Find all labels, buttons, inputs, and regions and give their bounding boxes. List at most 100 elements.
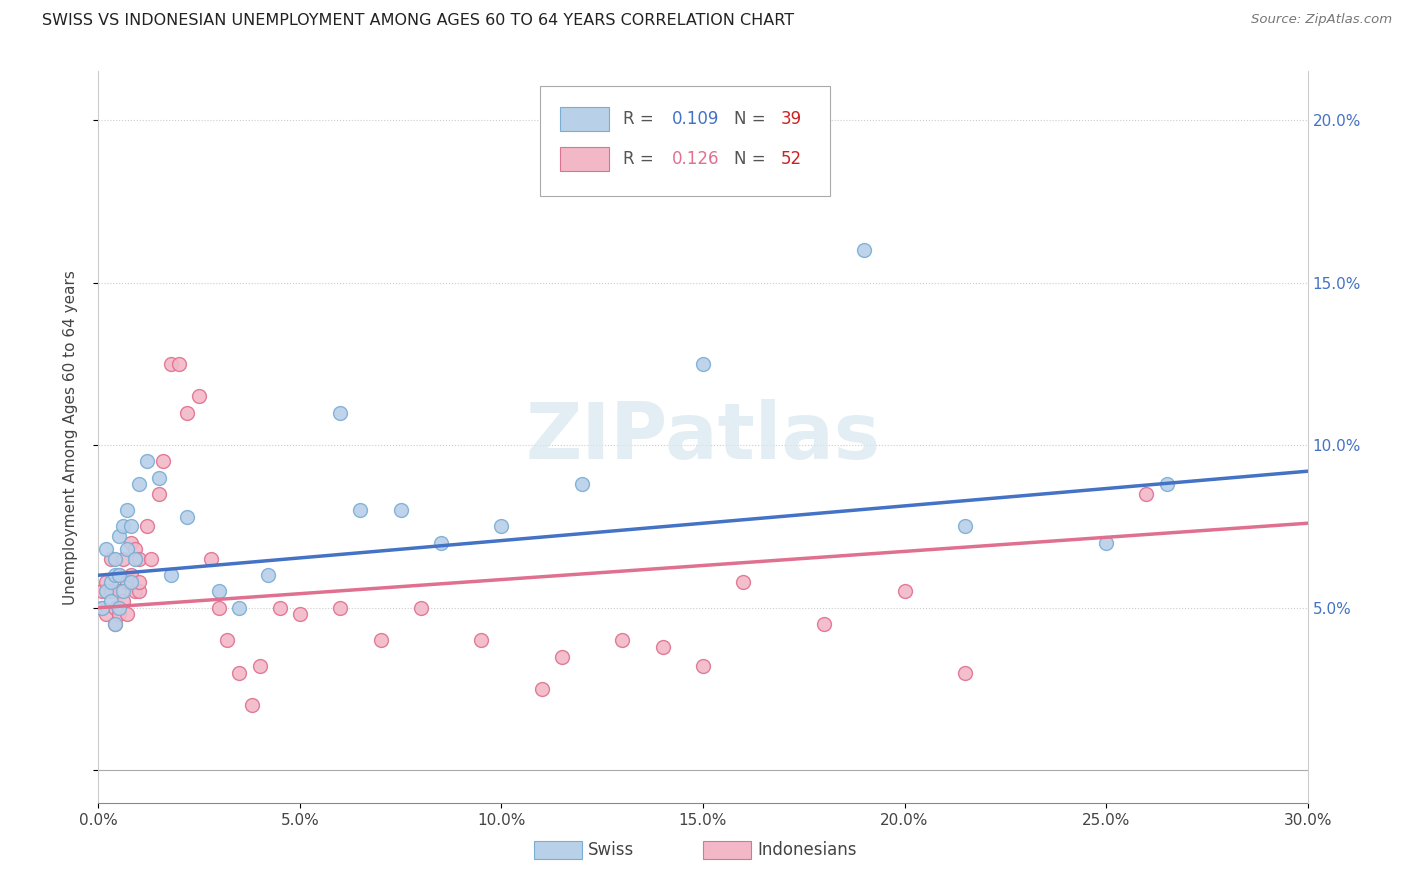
Point (160, 357, 183, 371)
Text: 0.109: 0.109 (672, 110, 718, 128)
Point (107, 568, 129, 582)
Point (793, 145, 815, 160)
Point (96, 542, 118, 557)
Point (111, 519, 134, 533)
Point (228, 600, 250, 615)
Point (152, 454, 174, 468)
Point (692, 659, 714, 673)
Point (269, 600, 291, 615)
Point (103, 600, 125, 615)
Point (120, 568, 142, 582)
Point (772, 161, 794, 176)
Point (409, 600, 432, 615)
Text: R =: R = (623, 110, 659, 128)
Text: Swiss: Swiss (588, 841, 634, 859)
Point (349, 503, 371, 517)
Point (249, 659, 271, 673)
Point (124, 584, 146, 599)
Point (128, 574, 150, 589)
Y-axis label: Unemployment Among Ages 60 to 64 years: Unemployment Among Ages 60 to 64 years (63, 269, 77, 605)
Point (111, 552, 134, 566)
FancyBboxPatch shape (561, 107, 609, 130)
Point (530, 681, 553, 696)
Point (91, 600, 114, 615)
Point (115, 607, 138, 622)
Point (96, 584, 118, 599)
Text: N =: N = (734, 110, 772, 128)
Point (139, 552, 162, 566)
FancyBboxPatch shape (561, 147, 609, 171)
Point (953, 665, 976, 680)
Point (100, 552, 122, 566)
Point (120, 574, 142, 589)
Point (148, 487, 170, 501)
Point (853, 243, 876, 257)
Point (228, 665, 250, 680)
Point (135, 519, 157, 533)
Text: 39: 39 (780, 110, 801, 128)
Point (107, 529, 129, 543)
Point (96, 607, 118, 622)
Text: SWISS VS INDONESIAN UNEMPLOYMENT AMONG AGES 60 TO 64 YEARS CORRELATION CHART: SWISS VS INDONESIAN UNEMPLOYMENT AMONG A… (42, 13, 794, 29)
Point (128, 552, 150, 566)
Point (107, 607, 129, 622)
Point (370, 633, 392, 648)
Point (160, 568, 183, 582)
Point (240, 698, 263, 713)
Point (329, 406, 352, 420)
FancyBboxPatch shape (703, 841, 751, 860)
Text: Indonesians: Indonesians (758, 841, 856, 859)
Point (100, 594, 122, 608)
Point (103, 617, 125, 632)
Point (120, 535, 142, 549)
Point (288, 607, 311, 622)
Point (430, 535, 453, 549)
Point (1095, 535, 1118, 549)
Point (470, 633, 492, 648)
Point (107, 600, 129, 615)
Point (217, 633, 239, 648)
Text: ZIPatlas: ZIPatlas (526, 399, 880, 475)
Point (100, 584, 122, 599)
Text: Source: ZipAtlas.com: Source: ZipAtlas.com (1251, 13, 1392, 27)
Point (893, 584, 915, 599)
Point (188, 389, 211, 403)
Point (128, 477, 150, 491)
Point (124, 542, 146, 557)
Point (100, 574, 122, 589)
Point (329, 600, 352, 615)
Point (208, 584, 231, 599)
Point (111, 584, 134, 599)
Point (1156, 477, 1178, 491)
Point (551, 649, 574, 664)
Point (107, 568, 129, 582)
Point (91, 600, 114, 615)
Text: 0.126: 0.126 (672, 150, 718, 168)
Point (176, 406, 198, 420)
Point (135, 454, 157, 468)
Point (103, 617, 125, 632)
Point (733, 574, 755, 589)
Point (491, 519, 513, 533)
Point (107, 584, 129, 599)
Point (103, 568, 125, 582)
Point (96, 574, 118, 589)
Point (124, 552, 146, 566)
Point (167, 357, 190, 371)
Point (111, 594, 134, 608)
Point (176, 509, 198, 524)
Point (813, 617, 835, 632)
Text: N =: N = (734, 150, 772, 168)
Point (148, 471, 170, 485)
Text: R =: R = (623, 150, 659, 168)
FancyBboxPatch shape (534, 841, 582, 860)
Point (256, 568, 278, 582)
Point (1135, 487, 1157, 501)
Text: 52: 52 (780, 150, 801, 168)
Point (120, 519, 142, 533)
Point (612, 633, 634, 648)
Point (115, 574, 138, 589)
Point (651, 640, 673, 654)
Point (103, 552, 125, 566)
Point (128, 584, 150, 599)
